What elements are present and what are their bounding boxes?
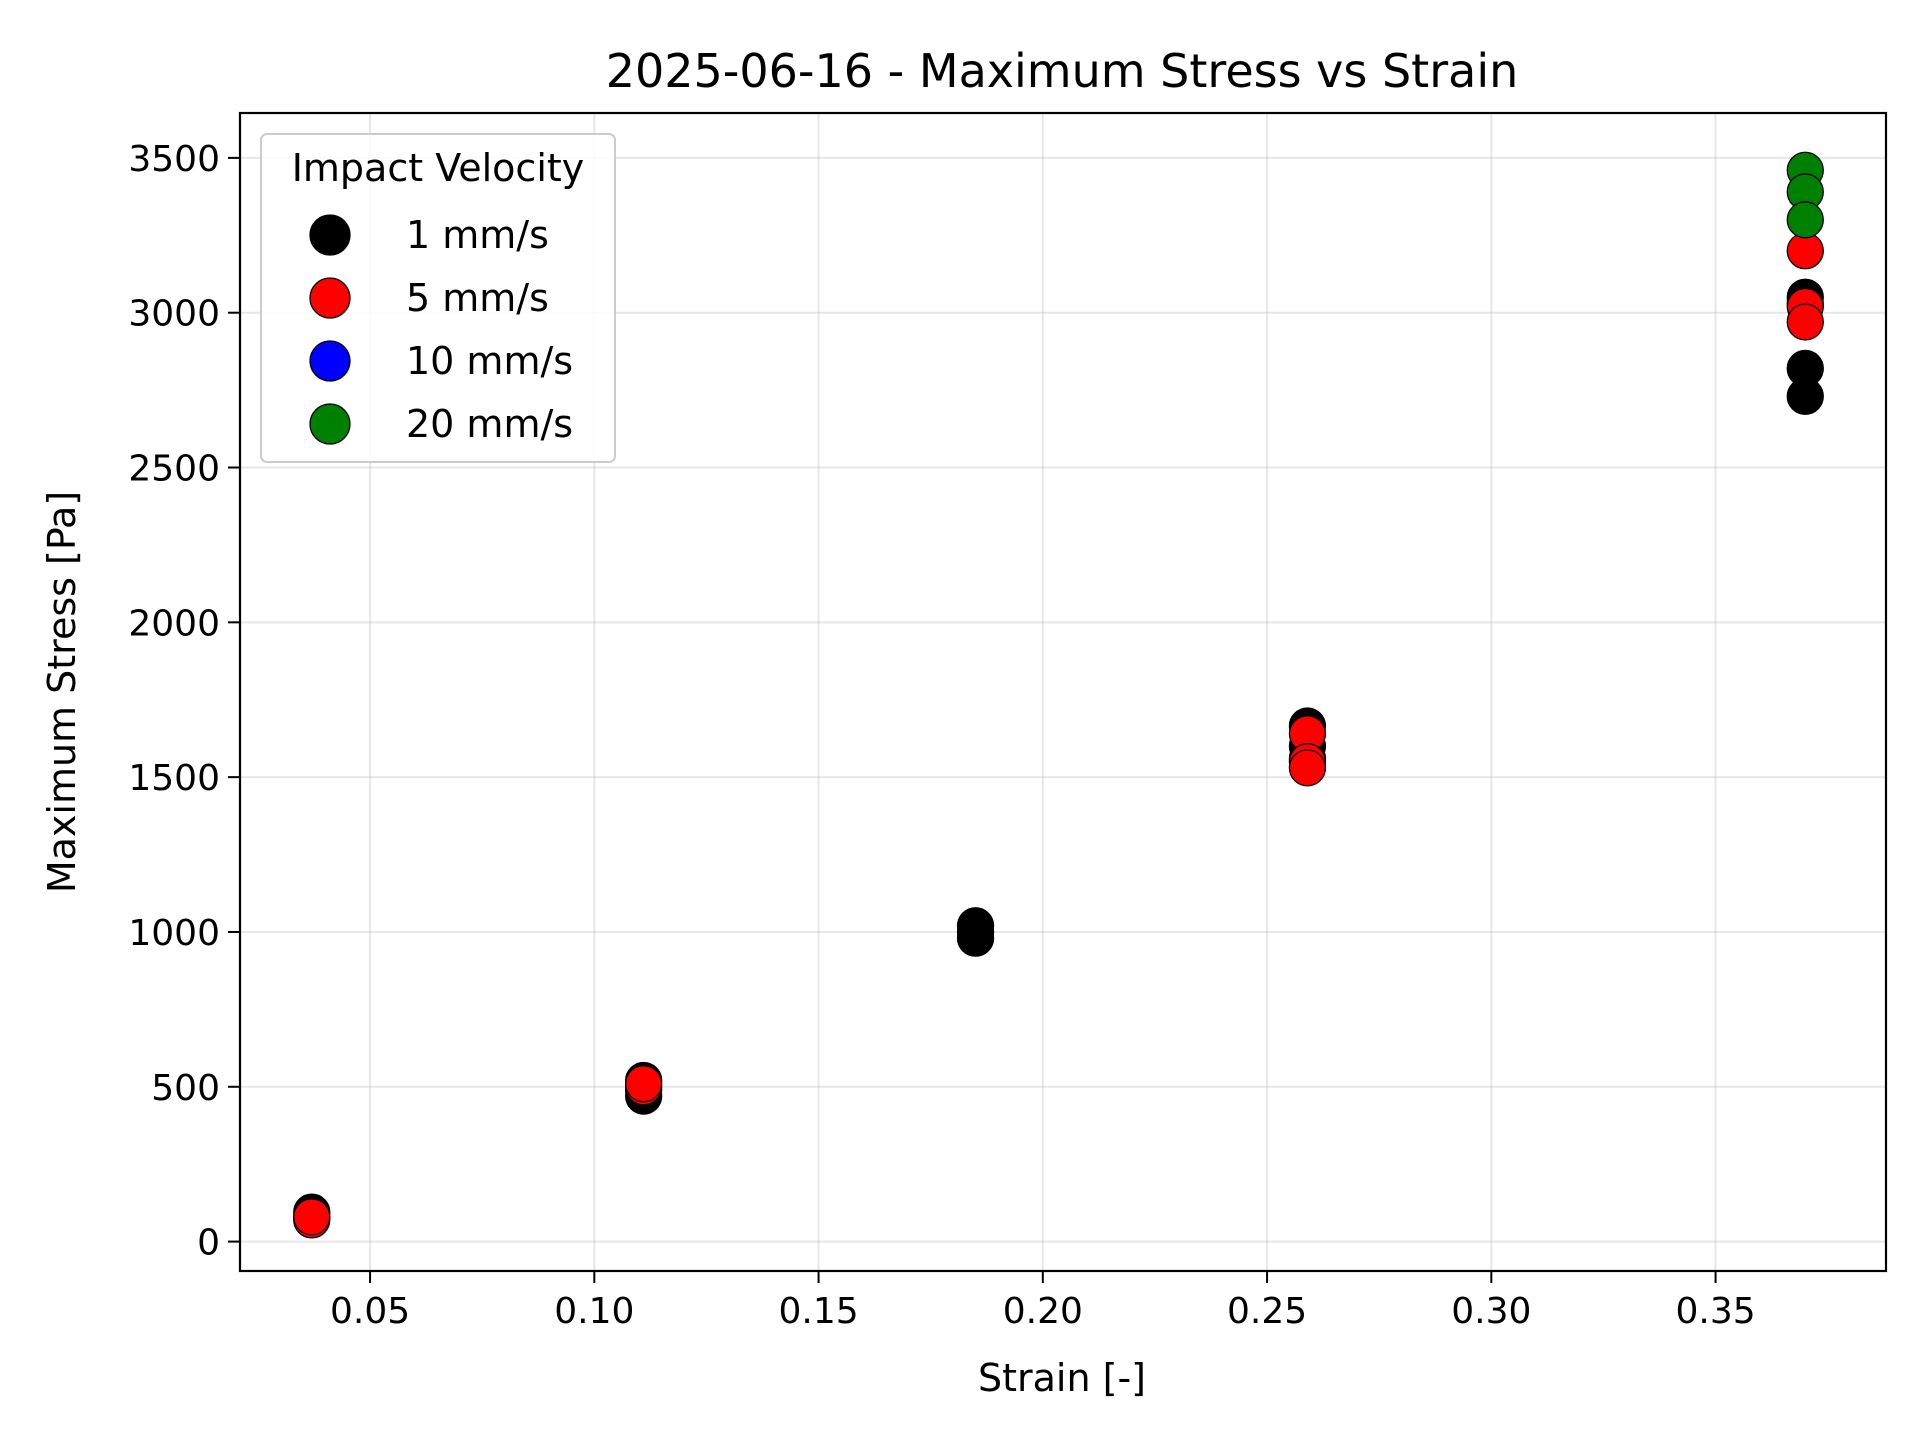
y-tick-label: 2500 (128, 449, 220, 490)
series-1 (293, 232, 1824, 1239)
data-points (293, 151, 1824, 1239)
data-point (625, 1065, 663, 1103)
x-tick-label: 0.35 (1675, 1291, 1755, 1332)
y-tick-label: 3500 (128, 139, 220, 180)
x-tick-label: 0.20 (1003, 1291, 1083, 1332)
legend-marker (309, 277, 351, 319)
data-point (1288, 749, 1327, 787)
data-point (1786, 303, 1824, 341)
grid (240, 113, 1886, 1271)
data-point (1786, 201, 1824, 239)
data-point (1786, 377, 1824, 415)
legend-marker (309, 214, 351, 256)
y-tick-label: 1500 (128, 758, 220, 799)
x-tick-label: 0.30 (1451, 1291, 1531, 1332)
legend-label: 5 mm/s (406, 276, 549, 320)
y-tick-label: 2000 (128, 603, 220, 644)
legend-marker (309, 340, 351, 382)
x-tick-label: 0.10 (554, 1291, 634, 1332)
y-tick-label: 1000 (128, 913, 220, 954)
x-tick-label: 0.25 (1227, 1291, 1307, 1332)
legend-title: Impact Velocity (292, 146, 585, 190)
axis-ticks: 0.05 0.10 0.15 0.20 0.25 0.30 0.35 0 500 1000 1500… (128, 139, 1755, 1332)
x-tick-label: 0.15 (778, 1291, 858, 1332)
x-axis-label: Strain [-] (978, 1356, 1146, 1400)
legend: Impact Velocity 1 mm/s 5 mm/s 10 mm/s 20 mm… (260, 133, 616, 463)
legend-frame (260, 133, 616, 463)
legend-label: 20 mm/s (406, 402, 573, 446)
x-tick-label: 0.05 (330, 1291, 410, 1332)
legend-marker (309, 403, 351, 445)
y-tick-label: 500 (151, 1068, 220, 1109)
legend-label: 1 mm/s (406, 213, 549, 257)
legend-items: 1 mm/s 5 mm/s 10 mm/s 20 mm/s (309, 213, 573, 446)
data-point (956, 913, 995, 951)
y-tick-label: 3000 (128, 294, 220, 335)
plot-frame (238, 111, 1888, 1273)
data-point (293, 1198, 331, 1236)
y-tick-label: 0 (197, 1223, 220, 1264)
series-3 (1786, 151, 1824, 239)
y-axis-label: Maximum Stress [Pa] (40, 491, 84, 893)
legend-label: 10 mm/s (406, 339, 573, 383)
chart-title: 2025-06-16 - Maximum Stress vs Strain (606, 44, 1519, 98)
